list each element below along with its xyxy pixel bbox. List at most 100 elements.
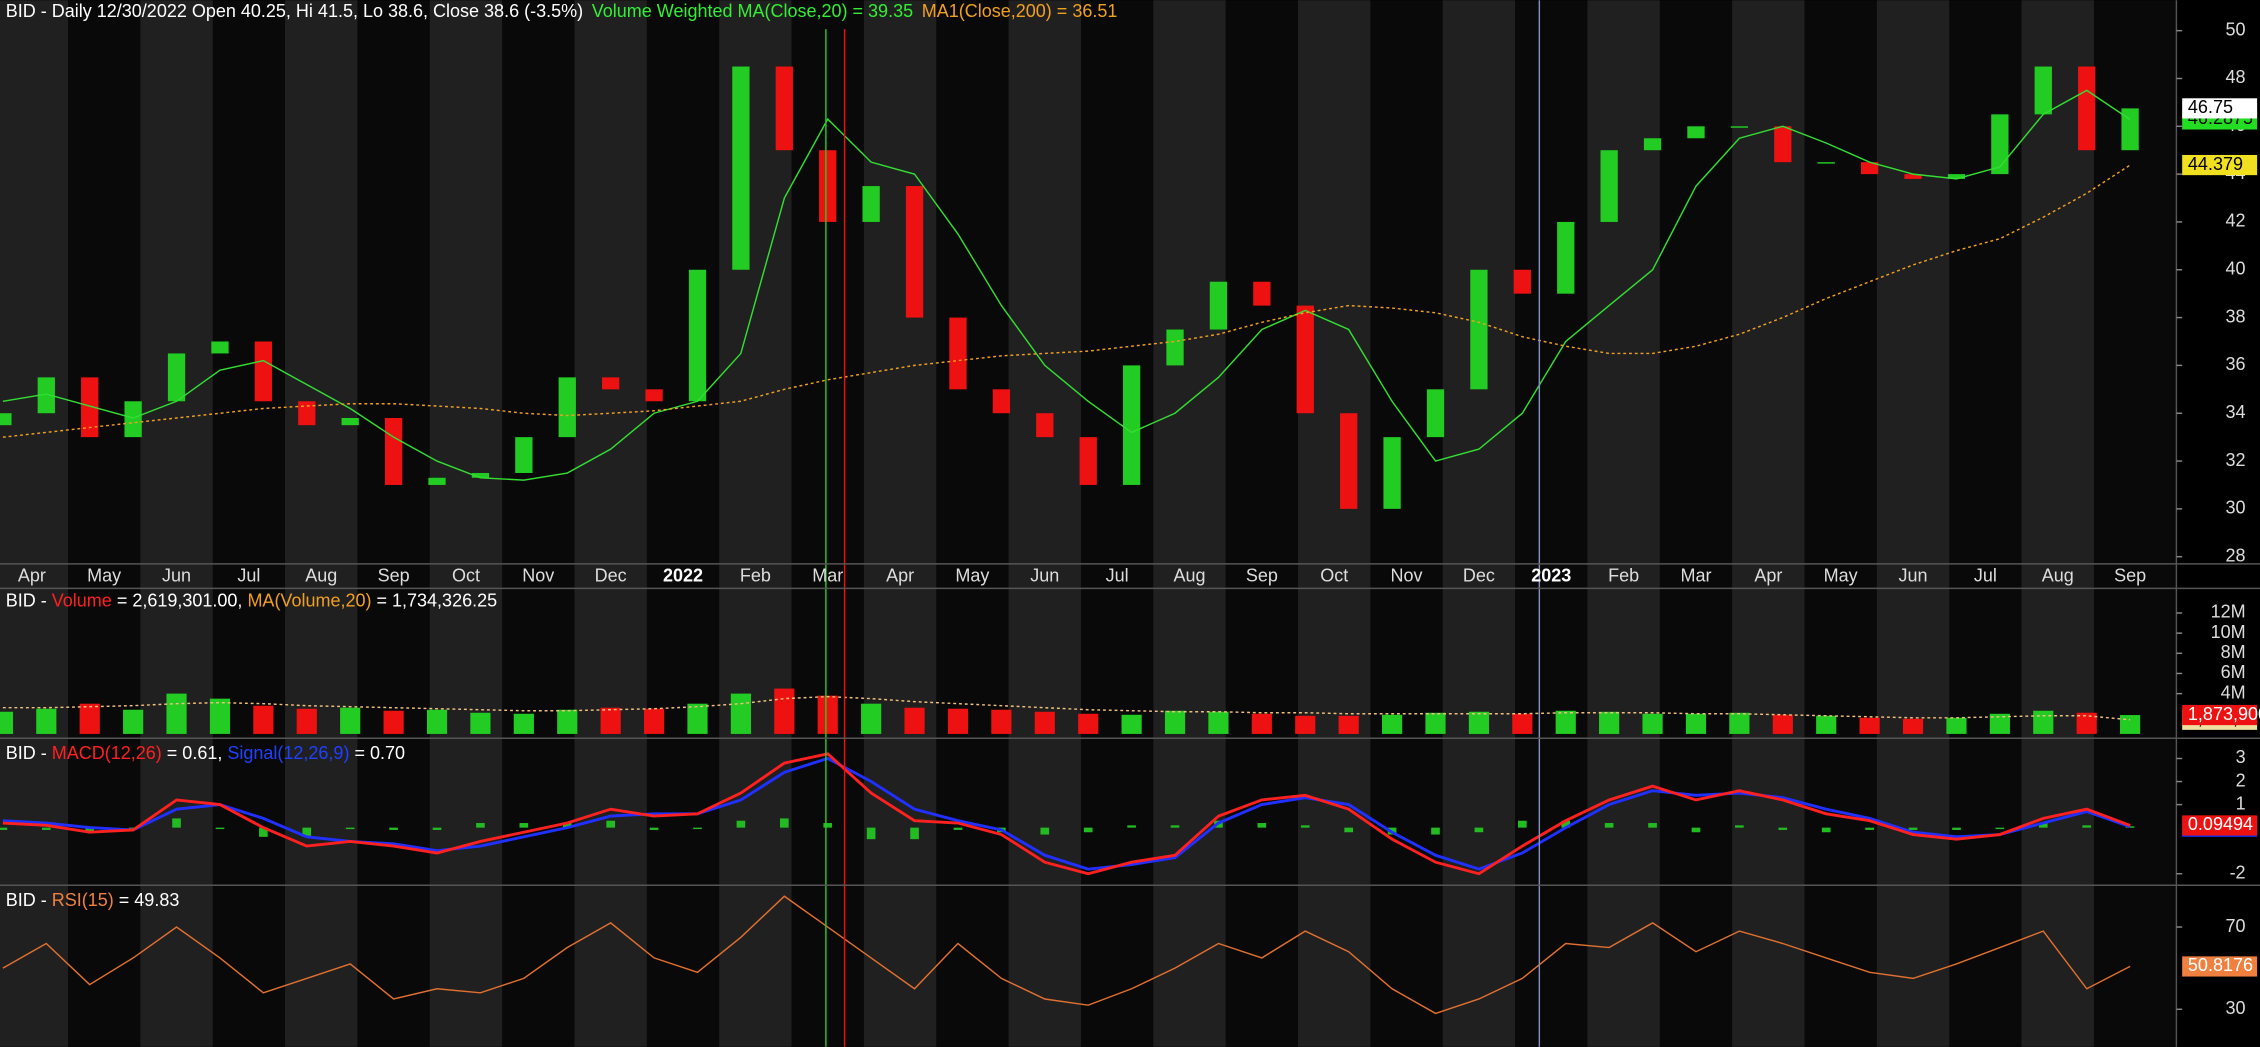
candle-body bbox=[905, 186, 924, 318]
histogram-bar bbox=[1604, 823, 1614, 828]
volume-bar bbox=[557, 709, 578, 734]
month-band bbox=[429, 0, 503, 1047]
x-tick-label: 2022 bbox=[663, 566, 703, 586]
header-part: BID - bbox=[6, 590, 52, 610]
month-band bbox=[1587, 0, 1660, 1047]
volume-bar bbox=[1078, 713, 1099, 734]
x-tick-label: Jun bbox=[1030, 566, 1059, 586]
month-band bbox=[0, 0, 69, 1047]
month-band bbox=[1732, 0, 1805, 1047]
histogram-bar bbox=[562, 823, 572, 828]
y-tick-label: 12M bbox=[2211, 602, 2246, 622]
histogram-bar bbox=[1344, 827, 1353, 833]
y-tick-label: 30 bbox=[2226, 998, 2246, 1018]
volume-bar bbox=[426, 709, 448, 734]
histogram-bar bbox=[910, 827, 919, 840]
histogram-bar bbox=[1561, 820, 1571, 828]
volume-bar bbox=[383, 710, 404, 734]
x-tick-label: Feb bbox=[1608, 566, 1639, 586]
candle-body bbox=[1860, 162, 1879, 175]
value-badge bbox=[2182, 154, 2258, 176]
month-band bbox=[1008, 0, 1081, 1047]
volume-bar bbox=[1685, 713, 1707, 734]
histogram-bar bbox=[1648, 823, 1657, 828]
volume-bar bbox=[947, 708, 969, 734]
candle-body bbox=[862, 186, 880, 222]
candle-body bbox=[992, 389, 1011, 414]
candle-body bbox=[1904, 174, 1922, 179]
histogram-bar bbox=[85, 827, 95, 833]
histogram-bar bbox=[1952, 827, 1961, 830]
volume-bar bbox=[1208, 711, 1229, 734]
candle-body bbox=[167, 353, 186, 402]
month-band bbox=[574, 0, 647, 1047]
histogram-bar bbox=[823, 823, 833, 828]
header-part: BID - bbox=[6, 890, 52, 910]
candle-body bbox=[1036, 413, 1054, 438]
x-tick-label: Oct bbox=[1320, 566, 1348, 586]
value-badge-label: 50.8176 bbox=[2188, 955, 2253, 975]
volume-bar bbox=[817, 695, 838, 734]
value-badge bbox=[2182, 704, 2258, 726]
histogram-bar bbox=[1257, 823, 1267, 828]
histogram-bar bbox=[432, 827, 442, 830]
header-part: Volume bbox=[52, 590, 112, 610]
volume-bar bbox=[1034, 711, 1055, 734]
volume-bar bbox=[1251, 713, 1272, 734]
x-tick-label: Jun bbox=[1899, 566, 1928, 586]
month-band bbox=[1298, 0, 1371, 1047]
x-tick-label: May bbox=[1824, 566, 1858, 586]
candle-body bbox=[688, 269, 707, 402]
histogram-bar bbox=[866, 827, 876, 840]
candle-body bbox=[2078, 66, 2096, 151]
volume-bar bbox=[1425, 712, 1446, 734]
y-tick-label: 6M bbox=[2221, 662, 2246, 682]
volume-bar bbox=[1729, 712, 1750, 734]
y-tick-label: 30 bbox=[2226, 498, 2246, 518]
histogram-bar bbox=[41, 827, 51, 830]
histogram-bar bbox=[1127, 825, 1136, 828]
volume-bar bbox=[2033, 710, 2054, 734]
x-tick-label: May bbox=[87, 566, 121, 586]
histogram-bar bbox=[1821, 827, 1831, 833]
candle-body bbox=[1513, 269, 1531, 294]
candle-body bbox=[1991, 114, 2009, 175]
histogram-bar bbox=[345, 827, 355, 830]
volume-bar bbox=[774, 688, 795, 734]
histogram-bar bbox=[649, 827, 659, 830]
candle-body bbox=[1079, 437, 1097, 485]
volume-bar bbox=[296, 708, 317, 734]
volume-bar bbox=[1902, 718, 1924, 734]
histogram-bar bbox=[1083, 827, 1093, 833]
y-tick-label: 50 bbox=[2226, 19, 2246, 39]
x-tick-label: Feb bbox=[740, 566, 771, 586]
candle-body bbox=[1643, 138, 1662, 151]
y-tick-label: 32 bbox=[2226, 450, 2246, 470]
volume-bar bbox=[600, 707, 621, 734]
x-tick-label: Dec bbox=[595, 566, 627, 586]
histogram-bar bbox=[476, 823, 485, 828]
volume-bar bbox=[1381, 714, 1403, 734]
candle-body bbox=[211, 341, 229, 354]
value-badge-label: 46.75 bbox=[2188, 97, 2233, 117]
histogram-bar bbox=[1995, 827, 2005, 830]
month-band bbox=[863, 0, 937, 1047]
y-tick-label: 36 bbox=[2226, 354, 2246, 374]
histogram-bar bbox=[736, 820, 746, 828]
volume-bar bbox=[1599, 711, 1620, 734]
candle-body bbox=[1253, 281, 1271, 306]
candle-body bbox=[1296, 305, 1314, 414]
candle-body bbox=[298, 401, 316, 426]
histogram-bar bbox=[606, 820, 615, 828]
x-tick-label: Aug bbox=[2042, 566, 2074, 586]
month-bands bbox=[0, 0, 2094, 1047]
volume-bar bbox=[2076, 712, 2097, 734]
header-part: MA1(Close,200) = 36.51 bbox=[922, 1, 1118, 21]
pane-header: BID - RSI(15) = 49.83 bbox=[6, 890, 180, 910]
x-tick-label: 2023 bbox=[1531, 566, 1571, 586]
volume-bar bbox=[730, 693, 751, 734]
x-tick-label: Oct bbox=[452, 566, 480, 586]
histogram-bar bbox=[1735, 825, 1744, 828]
